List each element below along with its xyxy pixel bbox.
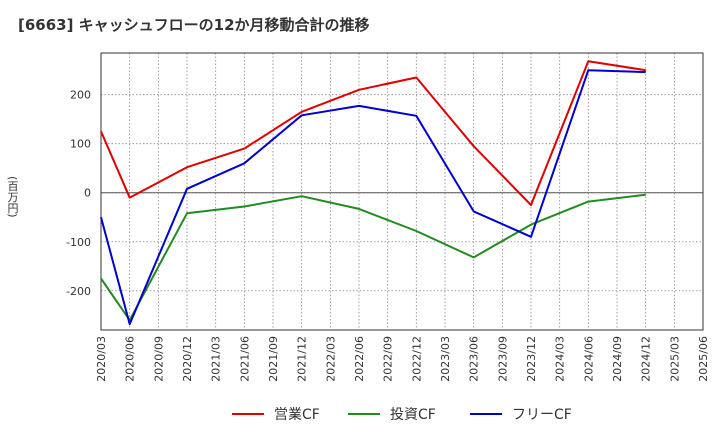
x-tick-label: 2024/06 [582, 336, 595, 382]
x-tick-label: 2024/03 [554, 336, 567, 382]
y-tick-label: 0 [84, 187, 91, 200]
x-tick-label: 2022/09 [382, 336, 395, 382]
x-tick-label: 2023/03 [439, 336, 452, 382]
legend-label: フリーCF [512, 407, 572, 423]
x-tick-label: 2021/09 [267, 336, 280, 382]
x-tick-label: 2021/03 [210, 336, 223, 382]
y-tick-label: -100 [66, 236, 91, 249]
series-line [100, 60, 646, 206]
x-tick-label: 2020/06 [124, 336, 137, 382]
series-line [100, 69, 646, 326]
x-tick-label: 2020/12 [181, 336, 194, 382]
x-tick-label: 2025/03 [668, 336, 681, 382]
plot-frame [100, 52, 704, 331]
x-tick-label: 2020/09 [152, 336, 165, 382]
chart-title: [6663] キャッシュフローの12か月移動合計の推移 [18, 16, 370, 34]
x-tick-label: 2022/12 [410, 336, 423, 382]
plot-area [101, 53, 703, 330]
x-tick-label: 2024/09 [611, 336, 624, 382]
y-tick-label: 200 [70, 89, 91, 102]
x-tick-label: 2023/12 [525, 336, 538, 382]
x-tick-label: 2020/03 [95, 336, 108, 382]
y-axis-label: (百万円) [6, 176, 19, 218]
y-tick-label: 100 [70, 138, 91, 151]
x-tick-label: 2023/09 [496, 336, 509, 382]
legend-label: 投資CF [390, 407, 436, 423]
x-tick-label: 2023/06 [468, 336, 481, 382]
x-tick-label: 2022/03 [324, 336, 337, 382]
x-tick-label: 2022/06 [353, 336, 366, 382]
legend-label: 営業CF [274, 407, 320, 423]
x-tick-label: 2025/06 [697, 336, 710, 382]
series-line [100, 193, 646, 322]
x-tick-label: 2021/12 [296, 336, 309, 382]
y-tick-label: -200 [66, 285, 91, 298]
x-tick-label: 2024/12 [640, 336, 653, 382]
x-tick-label: 2021/06 [238, 336, 251, 382]
